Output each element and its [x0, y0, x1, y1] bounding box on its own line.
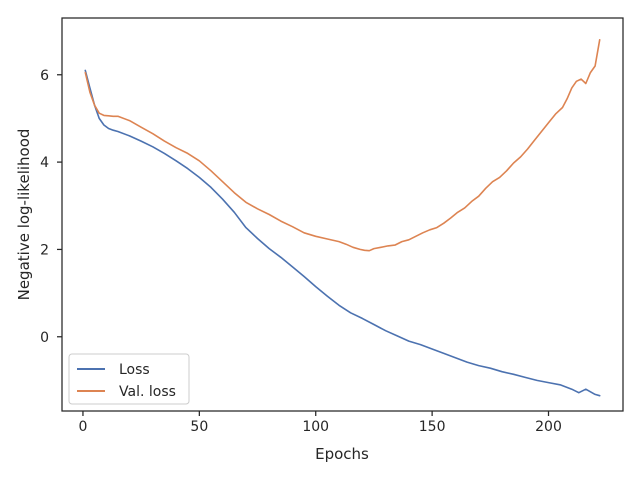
- legend-label-val-loss: Val. loss: [119, 384, 176, 400]
- y-axis-label: Negative log-likelihood: [15, 129, 33, 301]
- y-tick-label: 0: [40, 330, 49, 346]
- x-tick-label: 150: [419, 419, 446, 435]
- legend: Loss Val. loss: [68, 353, 190, 405]
- series-line-val-loss: [84, 38, 601, 252]
- y-tick-label: 4: [40, 155, 49, 171]
- ticks-layer: 0 50 100 150 200 0 2 4 6: [40, 68, 562, 435]
- x-tick-label: 50: [190, 419, 208, 435]
- series-layer: [84, 38, 601, 397]
- x-tick-label: 0: [78, 419, 87, 435]
- plot-frame: [61, 17, 624, 412]
- legend-label-loss: Loss: [119, 362, 150, 378]
- series-line-loss: [84, 69, 601, 397]
- x-axis-label: Epochs: [315, 445, 369, 463]
- y-tick-label: 6: [40, 68, 49, 84]
- x-tick-label: 200: [535, 419, 562, 435]
- x-tick-label: 100: [302, 419, 329, 435]
- y-tick-label: 2: [40, 242, 49, 258]
